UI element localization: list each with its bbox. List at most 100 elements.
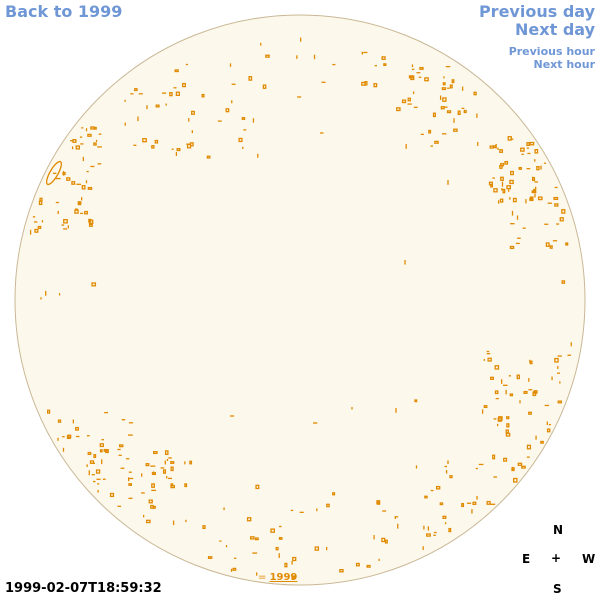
feature-mark xyxy=(364,80,368,86)
feature-mark xyxy=(339,569,344,573)
feature-mark xyxy=(202,525,206,530)
feature-mark xyxy=(314,546,320,551)
feature-mark xyxy=(109,492,115,498)
feature-mark xyxy=(486,500,491,505)
feature-mark xyxy=(439,502,444,506)
feature-mark xyxy=(383,63,387,67)
feature-mark xyxy=(95,469,101,474)
feature-mark xyxy=(540,440,544,444)
feature-mark xyxy=(509,245,515,250)
feature-mark xyxy=(181,82,186,88)
feature-mark xyxy=(549,245,553,249)
feature-mark xyxy=(84,210,89,215)
feature-mark xyxy=(507,136,512,141)
feature-mark xyxy=(434,140,439,144)
feature-mark xyxy=(91,282,97,287)
next-hour-link[interactable]: Next hour xyxy=(533,58,596,71)
feature-mark xyxy=(246,517,252,522)
feature-mark xyxy=(37,225,42,229)
feature-mark xyxy=(71,181,76,185)
feature-mark xyxy=(355,562,360,567)
feature-mark xyxy=(424,495,428,499)
feature-mark xyxy=(435,485,441,490)
feature-mark xyxy=(384,539,388,544)
feature-mark xyxy=(441,87,447,91)
feature-mark xyxy=(81,185,86,190)
feature-mark xyxy=(442,82,446,86)
feature-mark xyxy=(57,419,62,423)
feature-mark xyxy=(506,416,510,420)
feature-mark xyxy=(377,501,381,505)
feature-mark xyxy=(428,129,432,134)
feature-mark xyxy=(87,451,92,456)
feature-mark xyxy=(34,228,39,233)
feature-mark xyxy=(473,91,477,96)
next-day-link[interactable]: Next day xyxy=(515,20,595,39)
feature-mark xyxy=(72,138,77,143)
feature-mark xyxy=(148,499,153,504)
feature-mark xyxy=(381,537,386,543)
feature-mark xyxy=(63,219,68,224)
feature-mark xyxy=(145,519,151,524)
feature-mark xyxy=(499,198,504,203)
feature-mark xyxy=(526,444,532,450)
feature-marks xyxy=(29,37,572,579)
feature-mark xyxy=(505,432,511,437)
feature-mark xyxy=(99,449,103,453)
legend-year-link[interactable]: 1999 xyxy=(269,572,298,583)
feature-mark xyxy=(145,463,150,467)
feature-mark xyxy=(528,411,532,415)
feature-mark xyxy=(170,485,176,489)
legend-prefix: = xyxy=(258,572,270,583)
feature-mark xyxy=(488,181,493,186)
feature-mark xyxy=(207,556,213,559)
previous-hour-link[interactable]: Previous hour xyxy=(508,45,595,58)
feature-mark xyxy=(164,450,169,455)
feature-mark xyxy=(396,107,401,112)
feature-mark xyxy=(88,223,93,227)
feature-mark xyxy=(424,77,429,82)
feature-mark xyxy=(448,527,452,533)
feature-mark xyxy=(509,179,514,185)
compass-center: + xyxy=(551,551,562,565)
back-to-year-link[interactable]: Back to 1999 xyxy=(5,2,123,21)
feature-mark xyxy=(401,99,407,104)
feature-mark xyxy=(291,575,295,579)
feature-mark xyxy=(561,209,566,214)
feature-mark xyxy=(440,106,445,110)
feature-mark xyxy=(533,390,538,394)
feature-mark xyxy=(419,66,424,70)
feature-mark xyxy=(169,92,173,97)
feature-mark xyxy=(513,477,518,483)
feature-mark xyxy=(500,176,504,181)
feature-mark xyxy=(93,142,97,146)
feature-mark xyxy=(93,454,97,459)
feature-mark xyxy=(332,492,336,496)
feature-mark xyxy=(105,449,109,454)
feature-mark xyxy=(511,467,515,472)
feature-mark xyxy=(509,393,514,397)
solar-disk xyxy=(14,14,586,586)
feature-mark xyxy=(457,110,461,116)
feature-mark xyxy=(174,69,179,73)
legend: = 1999 xyxy=(258,572,297,583)
feature-mark xyxy=(523,390,528,394)
feature-mark xyxy=(446,110,452,114)
previous-day-link[interactable]: Previous day xyxy=(478,2,595,21)
feature-mark xyxy=(494,365,500,370)
feature-mark xyxy=(238,137,243,143)
feature-mark xyxy=(529,360,533,365)
compass-north: N xyxy=(553,523,564,537)
feature-mark xyxy=(45,160,63,186)
feature-mark xyxy=(503,457,508,462)
feature-mark xyxy=(128,483,132,486)
feature-mark xyxy=(498,416,503,421)
feature-mark xyxy=(531,190,537,194)
feature-mark xyxy=(262,84,267,89)
feature-mark xyxy=(442,97,447,102)
feature-mark xyxy=(190,110,195,115)
feature-mark xyxy=(516,374,520,380)
feature-mark xyxy=(201,93,205,98)
feature-mark xyxy=(134,88,138,92)
feature-mark xyxy=(255,484,260,490)
